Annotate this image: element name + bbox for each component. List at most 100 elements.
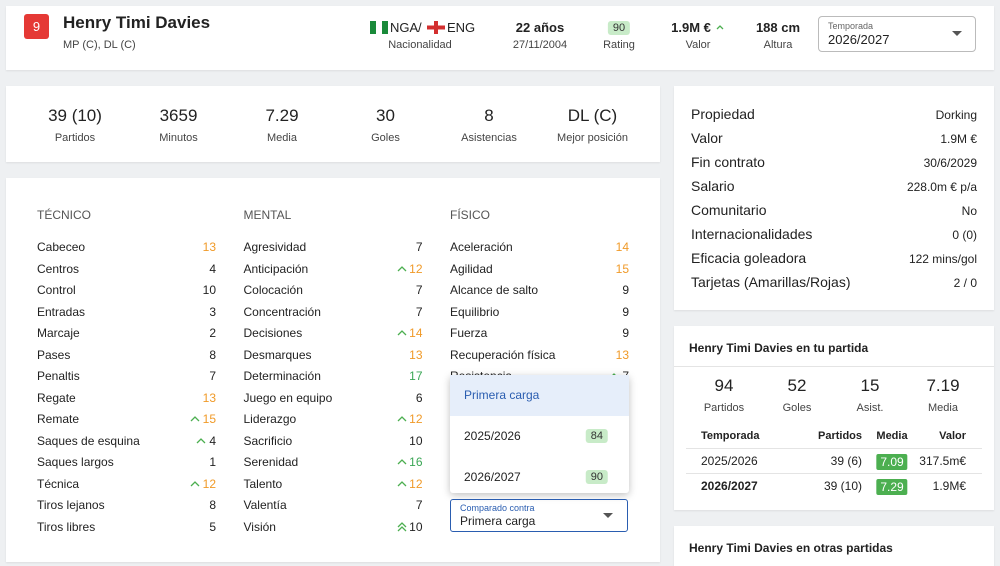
attr-value: 8 <box>209 347 216 362</box>
attr-name: Visión <box>243 519 276 534</box>
stat-value: 8 <box>484 106 494 125</box>
attr-value: 7 <box>415 283 423 297</box>
option-rating: 90 <box>585 470 608 484</box>
detail-value: 30/6/2029 <box>923 156 977 170</box>
attr-name: Pases <box>37 347 71 362</box>
attr-name: Técnica <box>37 476 80 491</box>
attr-name: Valentía <box>243 498 287 512</box>
attr-group-title: TÉCNICO <box>37 208 91 222</box>
save-stat-value: 94 <box>714 376 734 395</box>
attr-value: 8 <box>209 498 216 512</box>
option-label: 2026/2027 <box>464 470 521 484</box>
caret <box>952 31 962 36</box>
stat-label: Partidos <box>54 132 96 144</box>
attr-value: 1 <box>209 455 216 469</box>
attr-value: 4 <box>209 433 216 448</box>
detail-label: Eficacia goleadora <box>691 250 807 266</box>
attr-name: Entradas <box>37 304 86 319</box>
attr-value: 12 <box>409 476 423 491</box>
attr-name: Colocación <box>243 283 303 297</box>
detail-value: Dorking <box>935 108 977 122</box>
option-label: Primera carga <box>464 388 540 402</box>
attr-name: Recuperación física <box>450 347 556 362</box>
trend-arrow <box>397 265 406 271</box>
attr-name: Control <box>37 283 76 297</box>
row-divider <box>686 448 982 449</box>
nat-label: Nacionalidad <box>388 39 452 51</box>
trend-arrow <box>190 480 200 486</box>
value-label: Valor <box>685 39 711 51</box>
save-stat-label: Asist. <box>856 402 884 414</box>
attr-name: Tiros lejanos <box>37 498 105 512</box>
save-card: Henry Timi Davies en tu partida 94 Partido… <box>674 326 994 510</box>
attr-value: 13 <box>615 347 629 362</box>
detail-value: 228.0m € p/a <box>906 180 977 194</box>
dob: 27/11/2004 <box>512 39 568 51</box>
attr-value: 7 <box>415 498 423 512</box>
column-header: Valor <box>939 430 966 442</box>
attr-value: 10 <box>202 283 216 297</box>
attr-value: 6 <box>415 390 423 405</box>
detail-label: Salario <box>691 178 735 194</box>
compare-dropdown: Primera carga 2025/2026 84 2026/2027 90 <box>450 375 629 493</box>
attr-value: 9 <box>622 283 629 297</box>
other-card: Henry Timi Davies en otras partidas <box>674 526 994 566</box>
attr-value: 7 <box>209 369 216 383</box>
stat-value: 3659 <box>159 106 198 125</box>
table-cell: 39 (10) <box>823 479 862 493</box>
save-stat-label: Media <box>928 402 958 414</box>
compare-select[interactable]: Comparado contra Primera carga <box>450 499 628 532</box>
attr-name: Saques de esquina <box>37 433 140 448</box>
row-divider <box>686 473 982 474</box>
attr-value: 13 <box>202 390 216 405</box>
age: 22 años <box>515 20 565 35</box>
detail-label: Valor <box>691 130 723 146</box>
stats-card: 39 (10) Partidos 3659 Minutos 7.29 Media 30 Gol… <box>6 86 660 162</box>
attr-name: Desmarques <box>243 347 312 362</box>
attr-value: 12 <box>202 476 216 491</box>
option-rating: 84 <box>585 429 608 443</box>
trend-arrow <box>397 521 406 531</box>
detail-value: 1.9M € <box>940 132 977 146</box>
attr-value: 3 <box>209 304 216 319</box>
detail-label: Comunitario <box>691 202 767 218</box>
number-badge: 9 <box>24 14 49 39</box>
detail-value: 2 / 0 <box>953 276 977 290</box>
attr-name: Liderazgo <box>243 412 297 426</box>
value: 1.9M € <box>671 20 711 35</box>
detail-label: Tarjetas (Amarillas/Rojas) <box>691 274 851 290</box>
attr-name: Decisiones <box>243 326 303 340</box>
attr-name: Regate <box>37 390 76 405</box>
attr-name: Aceleración <box>450 240 513 254</box>
stat-label: Mejor posición <box>557 132 628 144</box>
attr-value: 9 <box>622 326 629 340</box>
stat-label: Goles <box>371 132 400 144</box>
attr-name: Agilidad <box>450 261 493 276</box>
table-cell: 1.9M€ <box>932 479 966 493</box>
stat-label: Asistencias <box>461 132 517 144</box>
compare-option[interactable]: 2026/2027 90 <box>450 457 629 498</box>
save-stat-label: Partidos <box>703 402 745 414</box>
attr-value: 7 <box>415 304 423 319</box>
media-badge: 7.09 <box>876 454 908 470</box>
season-label: Temporada <box>828 21 874 31</box>
compare-option[interactable]: 2025/2026 84 <box>450 416 629 457</box>
attr-name: Remate <box>37 412 80 426</box>
attr-value: 9 <box>622 304 629 319</box>
attr-name: Agresividad <box>243 240 307 254</box>
attr-name: Penaltis <box>37 369 80 383</box>
attr-value: 10 <box>409 433 423 448</box>
column-header: Temporada <box>701 430 760 442</box>
attr-value: 2 <box>209 326 216 340</box>
attr-value: 5 <box>209 519 216 534</box>
attr-name: Talento <box>243 476 283 491</box>
compare-selected: Primera carga <box>460 514 536 528</box>
compare-option[interactable]: Primera carga <box>450 375 629 416</box>
attr-name: Tiros libres <box>37 519 96 534</box>
save-stat-value: 15 <box>860 376 880 395</box>
details-card: Propiedad Dorking Valor 1.9M € Fin contrato 3… <box>674 86 994 310</box>
season-select[interactable]: Temporada 2026/2027 <box>818 16 976 52</box>
column-header: Partidos <box>817 430 862 442</box>
option-label: 2025/2026 <box>464 429 521 443</box>
rating-label: Rating <box>603 39 635 51</box>
